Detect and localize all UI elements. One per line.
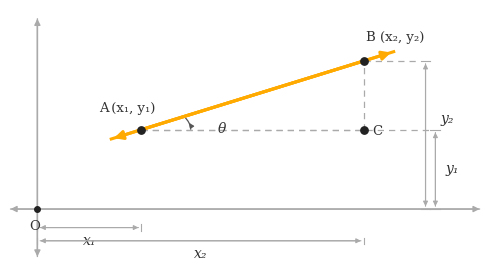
Point	[360, 127, 368, 132]
Text: y₁: y₁	[446, 162, 459, 176]
Text: B (x₂, y₂): B (x₂, y₂)	[366, 31, 424, 44]
Text: x₁: x₁	[82, 234, 96, 248]
Point	[137, 127, 145, 132]
Point	[34, 207, 42, 211]
Text: A (x₁, y₁): A (x₁, y₁)	[99, 102, 156, 115]
Text: O: O	[30, 220, 40, 233]
Point	[360, 59, 368, 63]
Text: x₂: x₂	[194, 247, 207, 261]
Text: θ: θ	[218, 122, 226, 136]
Text: y₂: y₂	[440, 112, 454, 126]
Text: C: C	[372, 124, 382, 137]
